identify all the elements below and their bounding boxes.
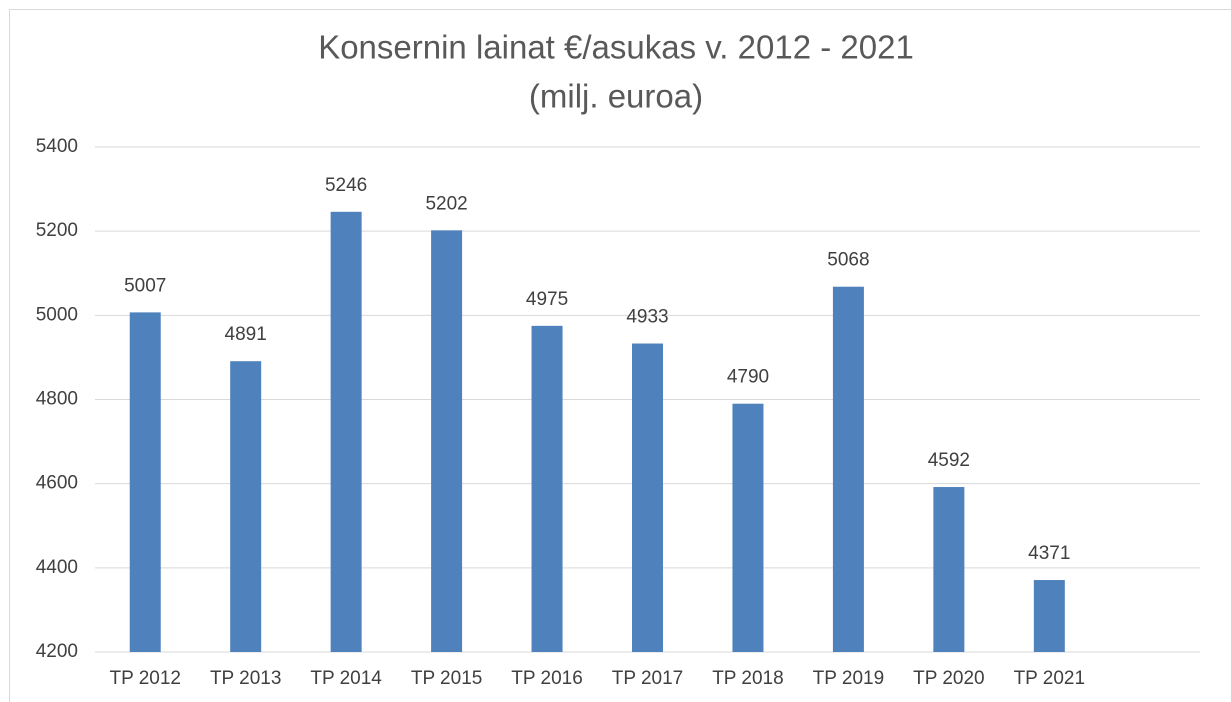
x-tick-label: TP 2016 (511, 668, 582, 689)
data-label: 4371 (1028, 543, 1070, 564)
bar (230, 361, 262, 652)
data-label: 5202 (425, 193, 467, 214)
x-tick-label: TP 2013 (210, 668, 281, 689)
y-tick-label: 4200 (36, 641, 78, 662)
x-tick-label: TP 2012 (109, 668, 180, 689)
data-label: 5246 (325, 175, 367, 196)
x-tick-label: TP 2020 (913, 668, 984, 689)
chart-title: Konsernin lainat €/asukas v. 2012 - 2021 (318, 29, 914, 66)
data-label: 4933 (626, 307, 668, 328)
bar (732, 403, 764, 652)
y-tick-label: 4800 (36, 389, 78, 410)
y-tick-label: 4400 (36, 557, 78, 578)
data-label: 4975 (526, 289, 568, 310)
chart-frame (9, 9, 1231, 702)
x-tick-label: TP 2018 (712, 668, 783, 689)
bar (330, 211, 362, 652)
y-tick-label: 5000 (36, 304, 78, 325)
chart-subtitle: (milj. euroa) (529, 78, 703, 115)
data-label: 4891 (225, 324, 267, 345)
data-label: 5007 (124, 275, 166, 296)
y-tick-label: 5400 (36, 136, 78, 157)
y-tick-label: 4600 (36, 473, 78, 494)
bar (832, 286, 864, 652)
bar (531, 325, 563, 652)
bar (1033, 580, 1065, 652)
bar (431, 230, 463, 652)
x-tick-label: TP 2021 (1014, 668, 1085, 689)
x-tick-label: TP 2017 (612, 668, 683, 689)
x-tick-label: TP 2014 (310, 668, 382, 689)
x-tick-label: TP 2015 (411, 668, 482, 689)
data-label: 4592 (928, 450, 970, 471)
data-label: 4790 (727, 367, 769, 388)
y-tick-label: 5200 (36, 220, 78, 241)
bar (129, 312, 161, 652)
bar (632, 343, 663, 652)
bar (933, 487, 965, 652)
data-label: 5068 (827, 250, 869, 271)
x-tick-label: TP 2019 (813, 668, 884, 689)
